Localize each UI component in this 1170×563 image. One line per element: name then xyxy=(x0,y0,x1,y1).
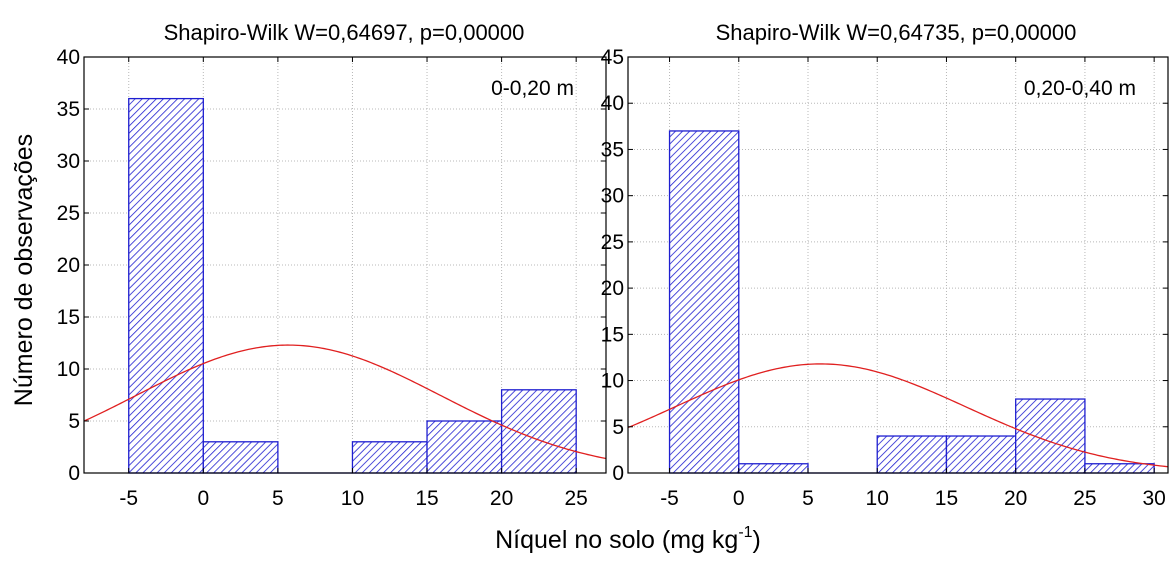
y-tick-label: 35 xyxy=(57,98,80,121)
normal-fit-curve xyxy=(83,344,607,460)
x-tick-label: 10 xyxy=(341,487,364,510)
x-axis-label-main: Níquel no solo (mg kg xyxy=(495,526,738,554)
x-tick-label: 0 xyxy=(197,487,209,510)
x-tick-label: 20 xyxy=(490,487,513,510)
x-tick-label: 5 xyxy=(272,487,284,510)
x-tick-label: 0 xyxy=(733,487,745,510)
panel-title: Shapiro-Wilk W=0,64697, p=0,00000 xyxy=(164,20,525,45)
x-axis-label: Níquel no solo (mg kg-1) xyxy=(495,524,761,554)
histogram-panel-0-20: Shapiro-Wilk W=0,64697, p=0,00000 -5 0 5 10… xyxy=(57,20,607,510)
y-tick-label: 25 xyxy=(601,231,624,254)
x-tick-label: 25 xyxy=(1073,487,1096,510)
histogram-bar xyxy=(128,97,204,474)
histogram-panel-20-40: Shapiro-Wilk W=0,64735, p=0,00000 -5 0 5 10… xyxy=(601,20,1169,510)
histogram-bar xyxy=(426,420,503,474)
histogram-bar xyxy=(202,441,279,474)
x-tick-label: 30 xyxy=(1142,487,1165,510)
depth-annotation: 0,20-0,40 m xyxy=(1024,77,1136,100)
y-tick-label: 10 xyxy=(601,370,624,393)
normal-fit-curve xyxy=(627,363,1169,468)
y-tick-label: 0 xyxy=(68,462,80,485)
x-tick-label: -5 xyxy=(660,487,679,510)
panel-title: Shapiro-Wilk W=0,64735, p=0,00000 xyxy=(716,20,1077,45)
y-tick-label: 0 xyxy=(612,462,624,485)
histogram-bar xyxy=(351,441,428,474)
y-tick-label: 45 xyxy=(601,46,624,69)
histogram-bar xyxy=(668,130,740,474)
y-tick-label: 40 xyxy=(57,46,80,69)
histogram-bar xyxy=(945,435,1017,474)
x-axis-label-superscript: -1 xyxy=(738,524,752,541)
y-tick-label: 25 xyxy=(57,202,80,225)
x-tick-label: 25 xyxy=(564,487,587,510)
plot-frame xyxy=(627,56,1169,474)
y-tick-label: 10 xyxy=(57,358,80,381)
histogram-bar xyxy=(738,463,809,474)
y-tick-label: 15 xyxy=(57,306,80,329)
x-tick-label: 5 xyxy=(802,487,814,510)
y-tick-label: 5 xyxy=(612,416,624,439)
y-tick-label: 5 xyxy=(68,410,80,433)
x-tick-label: 10 xyxy=(866,487,889,510)
x-tick-label: 15 xyxy=(415,487,438,510)
y-tick-label: 40 xyxy=(601,92,624,115)
x-tick-label: 15 xyxy=(935,487,958,510)
y-tick-label: 20 xyxy=(57,254,80,277)
y-tick-label: 15 xyxy=(601,323,624,346)
y-axis-label: Número de observações xyxy=(10,134,38,406)
y-tick-label: 20 xyxy=(601,277,624,300)
histogram-bar xyxy=(876,435,948,474)
x-axis-label-close: ) xyxy=(753,526,761,554)
x-tick-label: -5 xyxy=(119,487,138,510)
y-tick-label: 30 xyxy=(57,150,80,173)
y-tick-label: 30 xyxy=(601,185,624,208)
x-tick-label: 20 xyxy=(1004,487,1027,510)
histogram-bar xyxy=(500,389,577,474)
histogram-bar xyxy=(1015,398,1086,474)
depth-annotation: 0-0,20 m xyxy=(491,77,574,100)
y-tick-label: 35 xyxy=(601,138,624,161)
histogram-bar xyxy=(1084,463,1155,474)
